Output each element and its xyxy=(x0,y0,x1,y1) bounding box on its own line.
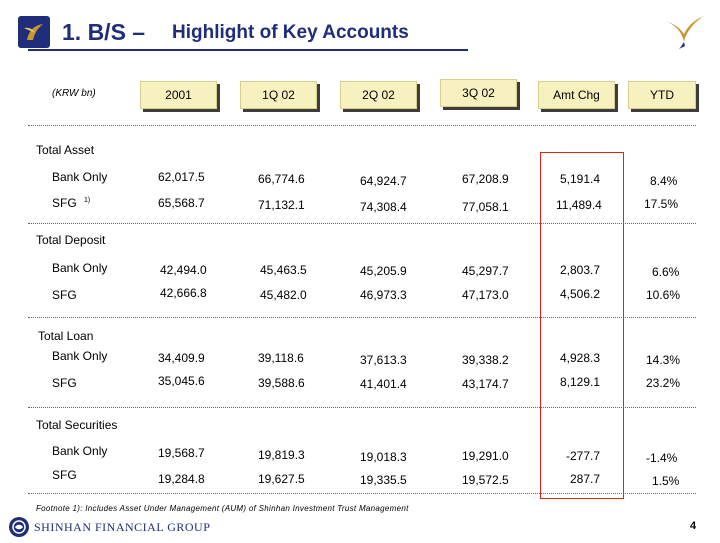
cell-value: 45,482.0 xyxy=(260,288,307,302)
cell-value: 17.5% xyxy=(644,197,679,211)
cell-value: 64,924.7 xyxy=(360,174,407,188)
cell-value: 62,017.5 xyxy=(158,170,205,184)
cell-value: 4,928.3 xyxy=(560,351,601,365)
row-label-bank-only: Bank Only xyxy=(52,170,108,184)
page-title: Highlight of Key Accounts xyxy=(172,22,409,43)
cell-value: 67,208.9 xyxy=(462,172,509,186)
cell-value: 11,489.4 xyxy=(556,198,602,212)
cell-value: 19,627.5 xyxy=(258,472,305,486)
cell-value: 19,819.3 xyxy=(258,448,305,462)
cell-value: 6.6% xyxy=(652,265,680,279)
row-label-bank-only: Bank Only xyxy=(52,444,108,458)
cell-value: -1.4% xyxy=(646,451,678,465)
row-label-sfg: SFG 1) xyxy=(52,196,90,210)
cell-value: 45,205.9 xyxy=(360,264,407,278)
row-label-sfg: SFG xyxy=(52,288,77,302)
cell-value: 19,568.7 xyxy=(158,446,205,460)
cell-value: 19,335.5 xyxy=(360,473,407,487)
cell-value: 41,401.4 xyxy=(360,377,407,391)
section-label-total-loan: Total Loan xyxy=(38,329,94,343)
footnote: Footnote 1): Includes Asset Under Manage… xyxy=(36,504,409,513)
cell-value: 14.3% xyxy=(646,353,681,367)
page-number: 4 xyxy=(690,520,697,532)
row-label-text: SFG xyxy=(52,196,77,210)
column-header-3q02: 3Q 02 xyxy=(440,79,517,107)
cell-value: 5,191.4 xyxy=(560,172,601,186)
cell-value: 74,308.4 xyxy=(360,200,407,214)
separator-line xyxy=(28,125,696,126)
cell-value: 10.6% xyxy=(646,288,681,302)
cell-value: 39,118.6 xyxy=(258,351,304,365)
unit-label: (KRW bn) xyxy=(52,88,96,99)
cell-value: 42,494.0 xyxy=(160,263,207,277)
cell-value: 71,132.1 xyxy=(258,198,305,212)
cell-value: 45,463.5 xyxy=(260,263,307,277)
cell-value: 45,297.7 xyxy=(462,264,509,278)
separator-line xyxy=(28,407,696,408)
title-underline xyxy=(28,49,468,51)
cell-value: 19,572.5 xyxy=(462,473,509,487)
column-header-2001: 2001 xyxy=(140,81,217,109)
cell-value: 42,666.8 xyxy=(160,286,207,300)
row-label-bank-only: Bank Only xyxy=(52,349,108,363)
cell-value: 19,018.3 xyxy=(360,450,407,464)
cell-value: 66,774.6 xyxy=(258,172,305,186)
cell-value: 8,129.1 xyxy=(560,375,601,389)
cell-value: 46,973.3 xyxy=(360,288,407,302)
brand-emblem-icon xyxy=(8,516,30,538)
brand-name: SHINHAN FINANCIAL GROUP xyxy=(34,520,211,534)
cell-value: 2,803.7 xyxy=(560,263,601,277)
row-label-bank-only: Bank Only xyxy=(52,261,108,275)
separator-line xyxy=(28,317,696,318)
amt-chg-highlight-box xyxy=(540,152,624,499)
row-label-sfg: SFG xyxy=(52,468,77,482)
column-header-ytd: YTD xyxy=(628,81,696,109)
cell-value: 287.7 xyxy=(570,472,601,486)
section-label-total-securities: Total Securities xyxy=(36,418,118,432)
row-label-sfg: SFG xyxy=(52,376,77,390)
separator-line xyxy=(28,493,696,494)
column-header-2q02: 2Q 02 xyxy=(340,81,417,109)
cell-value: 77,058.1 xyxy=(462,200,509,214)
separator-line xyxy=(28,223,696,224)
section-label-total-asset: Total Asset xyxy=(36,143,95,157)
column-header-amt-chg: Amt Chg xyxy=(538,81,615,109)
cell-value: 47,173.0 xyxy=(462,288,509,302)
section-label-total-deposit: Total Deposit xyxy=(36,233,106,247)
cell-value: 19,284.8 xyxy=(158,472,205,486)
cell-value: 1.5% xyxy=(652,474,680,488)
cell-value: 65,568.7 xyxy=(158,196,205,210)
title-logo-icon xyxy=(18,16,50,48)
cell-value: 35,045.6 xyxy=(158,374,205,388)
cell-value: 39,338.2 xyxy=(462,353,509,367)
footnote-marker: 1) xyxy=(84,197,91,204)
cell-value: 34,409.9 xyxy=(158,351,205,365)
cell-value: 4,506.2 xyxy=(560,287,601,301)
cell-value: 23.2% xyxy=(646,376,681,390)
cell-value: 43,174.7 xyxy=(462,377,509,391)
column-header-1q02: 1Q 02 xyxy=(240,81,317,109)
bird-logo-icon xyxy=(664,12,706,50)
page-title-number: 1. B/S – xyxy=(62,19,146,45)
cell-value: 39,588.6 xyxy=(258,376,305,390)
cell-value: -277.7 xyxy=(566,449,601,463)
cell-value: 37,613.3 xyxy=(360,353,407,367)
cell-value: 8.4% xyxy=(650,174,678,188)
cell-value: 19,291.0 xyxy=(462,449,509,463)
